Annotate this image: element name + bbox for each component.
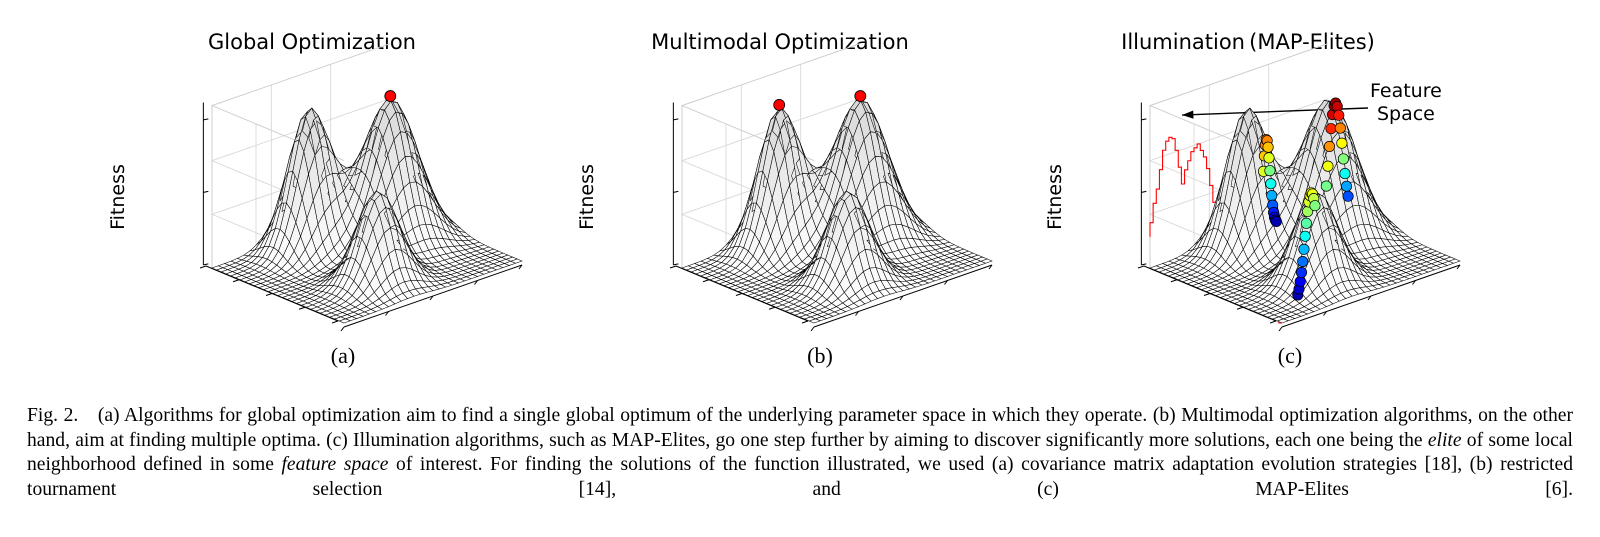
- elite-marker: [1266, 189, 1278, 202]
- elite-marker: [1333, 109, 1345, 121]
- caption-label: Fig. 2.: [27, 405, 79, 426]
- panel-a-ylabel: Fitness: [107, 164, 129, 230]
- feature-space-annotation: Feature Space: [1370, 80, 1442, 126]
- solution-markers: [773, 90, 867, 111]
- elite-marker: [1265, 178, 1277, 190]
- elite-marker: [1325, 123, 1337, 135]
- panel-a-sublabel: (a): [330, 343, 356, 368]
- elite-marker: [1334, 122, 1346, 134]
- elite-marker: [1323, 140, 1336, 152]
- elite-marker: [1295, 266, 1308, 278]
- elite-marker: [1309, 200, 1321, 212]
- feature-space-annotation-line2: Space: [1376, 103, 1435, 125]
- fitness-surface: [681, 100, 993, 324]
- caption-text-1: (a) Algorithms for global optimization a…: [27, 405, 1573, 451]
- elite-marker: [1294, 276, 1306, 288]
- fitness-surface: [211, 100, 523, 324]
- caption-emphasis-feature-space: feature space: [281, 454, 389, 475]
- elite-marker: [1342, 190, 1354, 202]
- elite-marker: [1264, 165, 1276, 177]
- feature-space-annotation-line1: Feature: [1370, 80, 1442, 102]
- elite-marker: [1320, 180, 1332, 192]
- panel-b-ylabel: Fitness: [576, 164, 598, 230]
- caption-text-2: of some local neighborhood defined in so…: [27, 429, 1573, 476]
- elite-marker: [1263, 152, 1275, 164]
- arrowhead-icon: [1182, 110, 1194, 119]
- panel-b-title: Multimodal Optimization: [651, 30, 909, 54]
- solution-markers: [384, 90, 397, 102]
- panel-c-surface-plot: [1137, 43, 1461, 332]
- panel-c-title: Illumination (MAP-Elites): [1121, 30, 1375, 54]
- panel-a-surface-plot: [199, 43, 523, 332]
- elite-marker: [1337, 153, 1349, 165]
- elite-marker: [1299, 230, 1311, 242]
- panel-c-sublabel: (c): [1277, 343, 1303, 368]
- solution-markers: [1257, 97, 1354, 301]
- panel-c-ylabel: Fitness: [1044, 164, 1066, 230]
- optimum-marker: [854, 90, 867, 102]
- elite-marker: [1336, 137, 1348, 149]
- elite-marker: [1298, 243, 1310, 255]
- elite-marker: [1300, 217, 1312, 229]
- elite-marker: [1340, 180, 1353, 192]
- elite-marker: [1262, 141, 1274, 153]
- elite-marker: [1270, 215, 1282, 228]
- elite-marker: [1297, 256, 1309, 268]
- panel-a-title: Global Optimization: [207, 30, 417, 54]
- elite-marker: [1339, 168, 1351, 180]
- optimum-marker: [773, 99, 786, 111]
- panel-b-surface-plot: [669, 43, 993, 332]
- caption-emphasis-elite: elite: [1427, 429, 1462, 451]
- caption-text-3: of interest. For finding the solutions o…: [27, 454, 1573, 500]
- elite-marker: [1322, 160, 1334, 172]
- figure-caption: Fig. 2. (a) Algorithms for global optimi…: [27, 404, 1573, 502]
- optimum-marker: [384, 90, 397, 102]
- panel-b-sublabel: (b): [807, 343, 833, 368]
